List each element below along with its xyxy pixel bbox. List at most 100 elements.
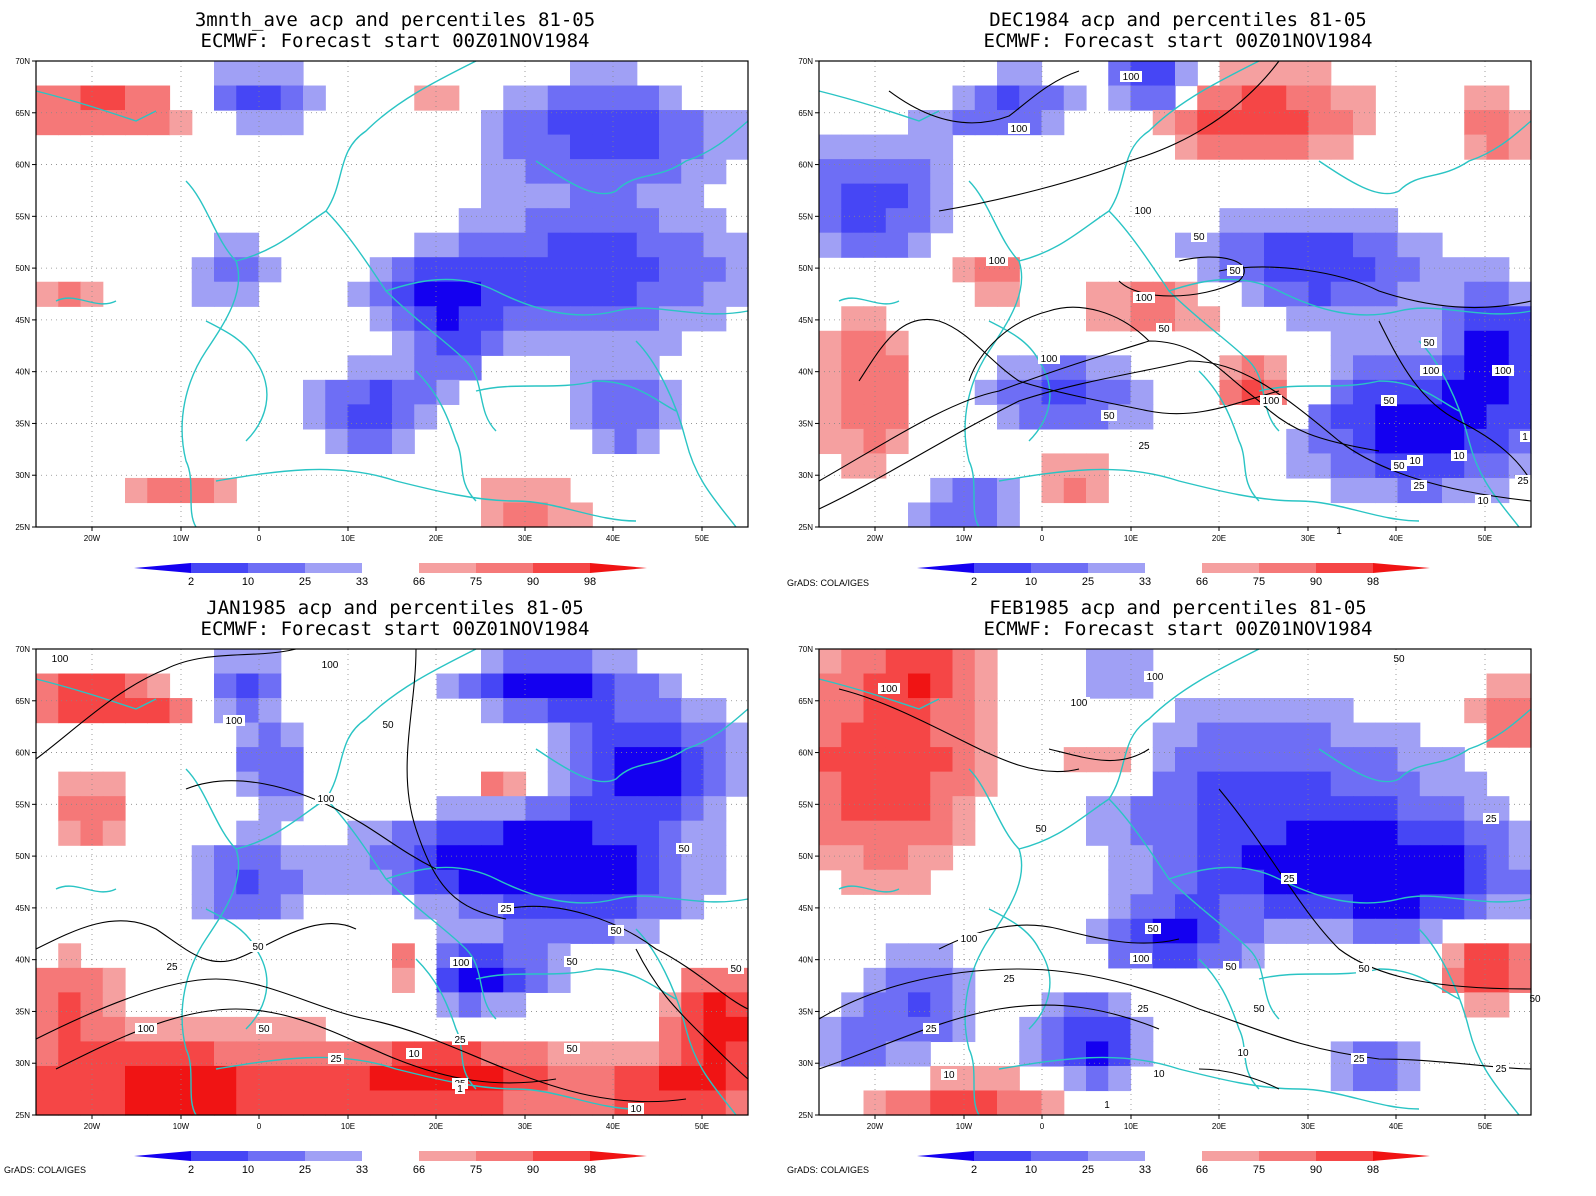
field-cell	[236, 1090, 260, 1116]
contour-label-bg	[923, 1023, 939, 1034]
field-cell	[481, 869, 504, 895]
field-cell	[1442, 747, 1465, 773]
field-cell	[614, 845, 638, 871]
field-cell	[414, 85, 438, 111]
field-cell	[1286, 208, 1310, 234]
lat-label: 55N	[798, 800, 813, 809]
field-cell	[525, 306, 549, 332]
field-cell	[614, 159, 638, 185]
lat-label: 60N	[798, 161, 813, 170]
field-cell	[481, 820, 504, 846]
field-cell	[570, 208, 593, 234]
field-cell	[1308, 747, 1332, 773]
field-cell	[1241, 722, 1265, 748]
field-cell	[659, 722, 682, 748]
field-cell	[703, 698, 727, 724]
lat-label: 25N	[798, 523, 813, 532]
field-cell	[614, 134, 638, 160]
field-cell	[614, 85, 638, 111]
field-cell	[1308, 428, 1332, 455]
field-cell	[819, 355, 842, 381]
field-cell	[481, 771, 504, 797]
field-cell	[841, 183, 865, 209]
field-cell	[1375, 477, 1399, 504]
colorbar-label: 33	[356, 576, 368, 588]
coastline-path	[1168, 866, 1532, 904]
field-cell	[102, 992, 126, 1018]
contour-label-bg	[1381, 395, 1397, 406]
field-cell	[1197, 110, 1221, 136]
coastline-path	[635, 340, 737, 528]
field-cell	[636, 355, 660, 381]
field-cell	[1264, 281, 1287, 307]
field-cell	[703, 992, 727, 1018]
field-cell	[347, 820, 371, 846]
field-cell	[1486, 992, 1510, 1018]
field-cell	[1219, 232, 1243, 258]
percentile-field	[36, 649, 749, 1116]
field-cell	[636, 257, 660, 283]
lon-label: 10W	[173, 534, 190, 543]
field-cell	[303, 404, 326, 430]
field-cell	[841, 232, 865, 258]
field-cell	[1353, 918, 1376, 944]
coastline-path	[838, 297, 900, 305]
field-cell	[547, 918, 571, 944]
field-cell	[1152, 820, 1176, 846]
field-cell	[636, 85, 660, 111]
field-cell	[436, 894, 460, 920]
lat-label: 70N	[798, 57, 813, 66]
field-cell	[1419, 820, 1443, 846]
lon-label: 50E	[695, 534, 709, 543]
field-cell	[369, 379, 393, 405]
field-cell	[908, 771, 931, 797]
field-cell	[1241, 771, 1265, 797]
field-cell	[659, 1041, 682, 1067]
field-cell	[1464, 943, 1488, 969]
plot-area: 70N 65N 60N 55N 50N 45N 40N 35N 30N 25N 20W 10W 0 10E…	[15, 57, 749, 543]
field-cell	[1353, 796, 1376, 822]
lat-label: 30N	[15, 1059, 30, 1068]
colorbar-label: 33	[356, 1164, 368, 1176]
field-cell	[997, 477, 1020, 504]
field-cell	[841, 820, 865, 846]
field-cell	[1397, 281, 1421, 307]
field-cell	[481, 796, 504, 822]
field-cell	[58, 1090, 82, 1116]
field-cell	[659, 869, 682, 895]
field-cell	[592, 869, 616, 895]
contour-label-bg	[452, 1034, 468, 1045]
lat-label: 70N	[798, 645, 813, 654]
field-cell	[614, 232, 638, 258]
contour-label-bg	[1068, 697, 1090, 708]
lon-label: 30E	[518, 1122, 532, 1131]
field-cell	[369, 1041, 393, 1067]
field-cell	[436, 257, 460, 283]
contour-label-bg	[1411, 480, 1427, 491]
lon-label: 20W	[84, 1122, 101, 1131]
field-cell	[1486, 428, 1510, 455]
field-cell	[58, 771, 82, 797]
colorbar-segment	[1259, 563, 1316, 573]
field-cell	[908, 502, 931, 528]
field-cell	[392, 404, 415, 430]
field-cell	[997, 1065, 1020, 1092]
field-cell	[547, 183, 571, 209]
field-cell	[1442, 943, 1465, 969]
colorbar-label: 10	[242, 576, 254, 588]
field-cell	[863, 845, 887, 871]
field-cell	[347, 1090, 371, 1116]
contour-label: 100	[1495, 366, 1512, 377]
field-cell	[1419, 894, 1443, 920]
field-cell	[819, 428, 842, 455]
field-cell	[1241, 698, 1265, 724]
contour-label-bg	[1227, 265, 1243, 276]
field-cell	[503, 502, 527, 528]
field-cell	[525, 281, 549, 307]
field-cell	[570, 918, 593, 944]
field-cell	[841, 1016, 865, 1043]
field-cell	[1219, 722, 1243, 748]
field-cell	[125, 698, 148, 724]
field-cell	[592, 85, 616, 111]
